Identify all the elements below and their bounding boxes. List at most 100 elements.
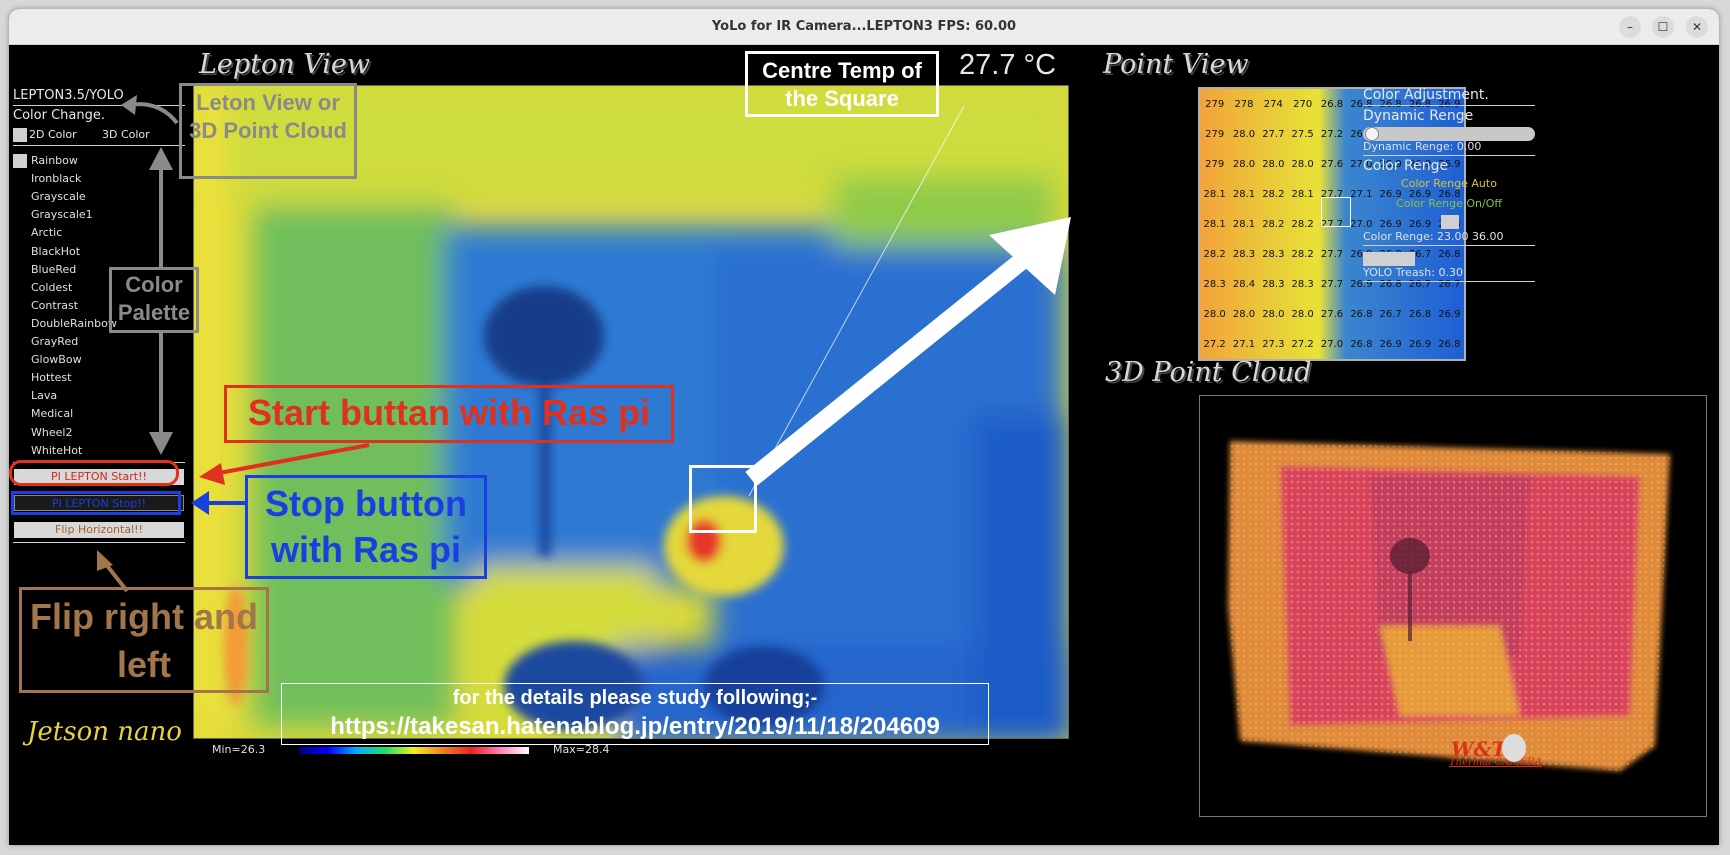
minimize-button[interactable]: – [1619,16,1641,38]
grid-cell: 26.8 [1379,98,1402,110]
palette-item[interactable]: Grayscale1 [31,208,93,222]
point-cloud-title: 3D Point Cloud [1105,357,1312,388]
palette-item[interactable]: Contrast [31,298,79,312]
grid-cell: 279 [1205,158,1225,170]
grid-cell: 26.7 [1379,308,1402,320]
palette-item[interactable]: BlueRed [31,262,77,276]
window-title: YoLo for IR Camera...LEPTON3 FPS: 60.00 [711,19,1017,34]
grid-cell: 26.9 [1408,158,1432,170]
grid-cell: 28.2 [1262,218,1285,230]
palette-item[interactable]: Ironblack [31,172,82,186]
grid-cell: 26.8 [1320,98,1344,110]
mode-2d-checkbox[interactable] [13,128,27,142]
grid-cell: 26.8 [1350,98,1373,110]
palette-item[interactable]: Medical [31,407,74,421]
color-adjustment-title: Color Adjustment. [1363,87,1489,103]
mode-3d-label[interactable]: 3D Color [102,128,150,141]
grid-cell: 28.2 [1291,248,1314,260]
grid-cell: 28.1 [1232,188,1256,200]
stop-button[interactable]: PI LEPTON Stop!! [14,495,184,511]
palette-radio[interactable] [13,154,27,168]
grid-cell: 279 [1205,98,1225,110]
grid-cell: 28.1 [1203,188,1226,200]
grid-cell: 27.0 [1320,338,1344,350]
grid-cell: 28.0 [1232,128,1256,140]
grid-cell: 28.0 [1232,308,1256,320]
grid-cell: 26.7 [1408,278,1432,290]
grid-cell: 27.2 [1320,128,1344,140]
start-button[interactable]: PI LEPTON Start!! [14,469,184,485]
point-view-grid: 279 278 274 270 26.8 26.8 26.8 26.8 26.9 279 28.0 2… [1198,87,1466,361]
palette-item[interactable]: GlowBow [31,353,82,367]
grid-cell: 274 [1263,98,1283,110]
point-view-center-marker [1321,197,1351,227]
wt-logo-text: W&T [1451,737,1507,761]
palette-item[interactable]: Rainbow [31,154,78,167]
color-range-auto[interactable]: Color Renge Auto [1401,177,1497,190]
main-content: LEPTON3.5/YOLO Color Change. 2D Color 3D… [9,45,1719,845]
annotation-details-line1: for the details please study following;- [452,687,818,709]
thermal-image-svg [194,86,1068,738]
grid-cell: 26.9 [1379,188,1402,200]
palette-item[interactable]: Coldest [31,280,73,294]
color-range-onoff[interactable]: Color Renge On/Off [1396,197,1502,210]
palette-item[interactable]: GrayRed [31,335,79,348]
dynamic-range-thumb[interactable] [1365,127,1379,141]
grid-cell: 27.6 [1320,158,1344,170]
jetson-nano-logo: Jetson nano [27,717,182,747]
close-button[interactable]: ✕ [1686,16,1708,38]
point-view-title: Point View [1103,49,1249,80]
max-temp-label: Max=28.4 [553,743,610,756]
color-scale-bar [299,747,529,754]
grid-cell: 26.7 [1438,278,1461,290]
dynamic-range-value: Dynamic Renge: 0.00 [1363,140,1482,153]
palette-item[interactable]: Arctic [31,226,63,240]
grid-cell: 27.7 [1262,128,1285,140]
wt-logo-subtitle: Thermal CAMERA [1449,757,1542,768]
palette-item[interactable]: BlackHot [31,244,81,258]
grid-cell: 270 [1293,98,1313,110]
annotation-leton-box [179,83,357,179]
palette-item[interactable]: WhiteHot [31,443,83,457]
grid-cell: 28.4 [1232,278,1256,290]
annotation-details-line2[interactable]: https://takesan.hatenablog.jp/entry/2019… [330,713,940,740]
grid-cell: 28.0 [1232,158,1256,170]
grid-cell: 26.9 [1438,308,1461,320]
grid-cell: 28.0 [1262,308,1285,320]
palette-item[interactable]: Hottest [31,371,72,385]
color-range-toggle[interactable] [1441,215,1459,229]
annotation-stop-ring [11,491,181,515]
grid-cell: 27.7 [1320,278,1344,290]
palette-item[interactable]: Grayscale [31,190,86,204]
grid-cell: 26.9 [1408,338,1432,350]
min-temp-label: Min=26.3 [212,743,266,756]
grid-cell: 27.3 [1262,338,1285,350]
grid-cell: 26.8 [1438,188,1461,200]
grid-cell: 28.1 [1232,218,1256,230]
grid-cell: 26.9 [1438,158,1461,170]
yolo-threshold-slider[interactable] [1363,252,1415,266]
grid-cell: 26.9 [1379,158,1402,170]
arrow-leton-icon [128,102,179,125]
grid-cell: 26.9 [1408,218,1432,230]
grid-cell: 26.8 [1350,338,1373,350]
grid-cell: 27.2 [1291,338,1314,350]
annotation-centre-text: Centre Temp of the Square [762,58,922,111]
grid-cell: 26.9 [1408,188,1432,200]
grid-cell: 27.1 [1232,338,1256,350]
sidebar-header: LEPTON3.5/YOLO [13,88,124,103]
title-bar[interactable]: YoLo for IR Camera...LEPTON3 FPS: 60.00 … [9,9,1719,45]
palette-item[interactable]: Wheel2 [31,425,73,439]
grid-cell: 28.0 [1203,308,1226,320]
color-range-value: Color Renge: 23.00 36.00 [1363,230,1504,243]
annotation-palette-text: Color Palette [117,272,191,325]
maximize-button[interactable]: ☐ [1652,16,1674,38]
grid-cell: 27.7 [1320,188,1344,200]
flip-button[interactable]: Flip Horizontal!! [14,522,184,538]
grid-cell: 28.2 [1262,188,1285,200]
palette-item[interactable]: DoubleRainbow [31,316,117,330]
dynamic-range-slider[interactable] [1363,127,1535,141]
grid-cell: 26.8 [1350,308,1373,320]
point-cloud-panel [1199,395,1707,817]
palette-item[interactable]: Lava [31,389,58,403]
